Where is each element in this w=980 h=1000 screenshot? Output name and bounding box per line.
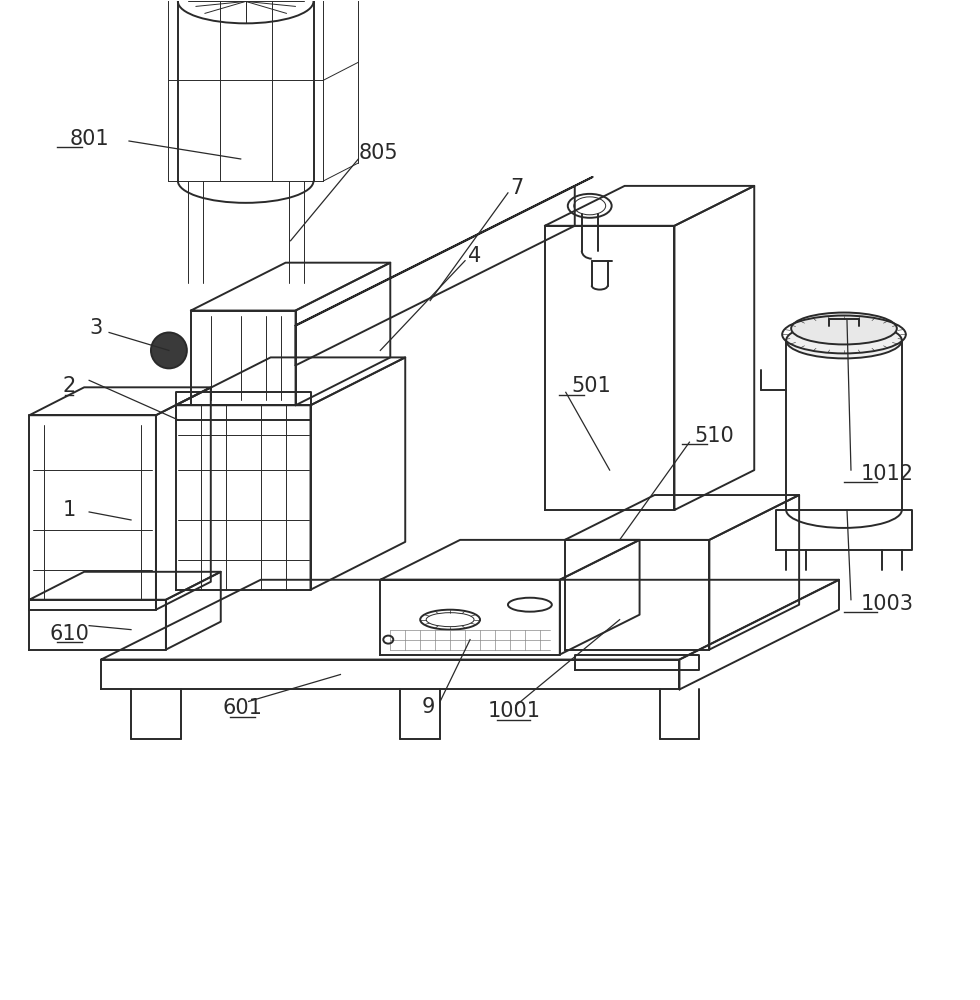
Text: 9: 9: [421, 697, 435, 717]
Text: 2: 2: [63, 376, 75, 396]
Ellipse shape: [791, 313, 897, 344]
Ellipse shape: [786, 323, 902, 358]
Text: 7: 7: [510, 178, 523, 198]
Text: 510: 510: [695, 426, 734, 446]
Text: 501: 501: [571, 376, 612, 396]
Text: 1: 1: [63, 500, 75, 520]
Text: 1001: 1001: [487, 701, 540, 721]
Text: 805: 805: [359, 143, 398, 163]
Ellipse shape: [151, 332, 187, 368]
Text: 601: 601: [222, 698, 263, 718]
Text: 4: 4: [468, 246, 481, 266]
Text: 3: 3: [89, 318, 103, 338]
Text: 801: 801: [70, 129, 109, 149]
Text: 610: 610: [49, 624, 89, 644]
Text: 1003: 1003: [861, 594, 914, 614]
Text: 1012: 1012: [861, 464, 914, 484]
